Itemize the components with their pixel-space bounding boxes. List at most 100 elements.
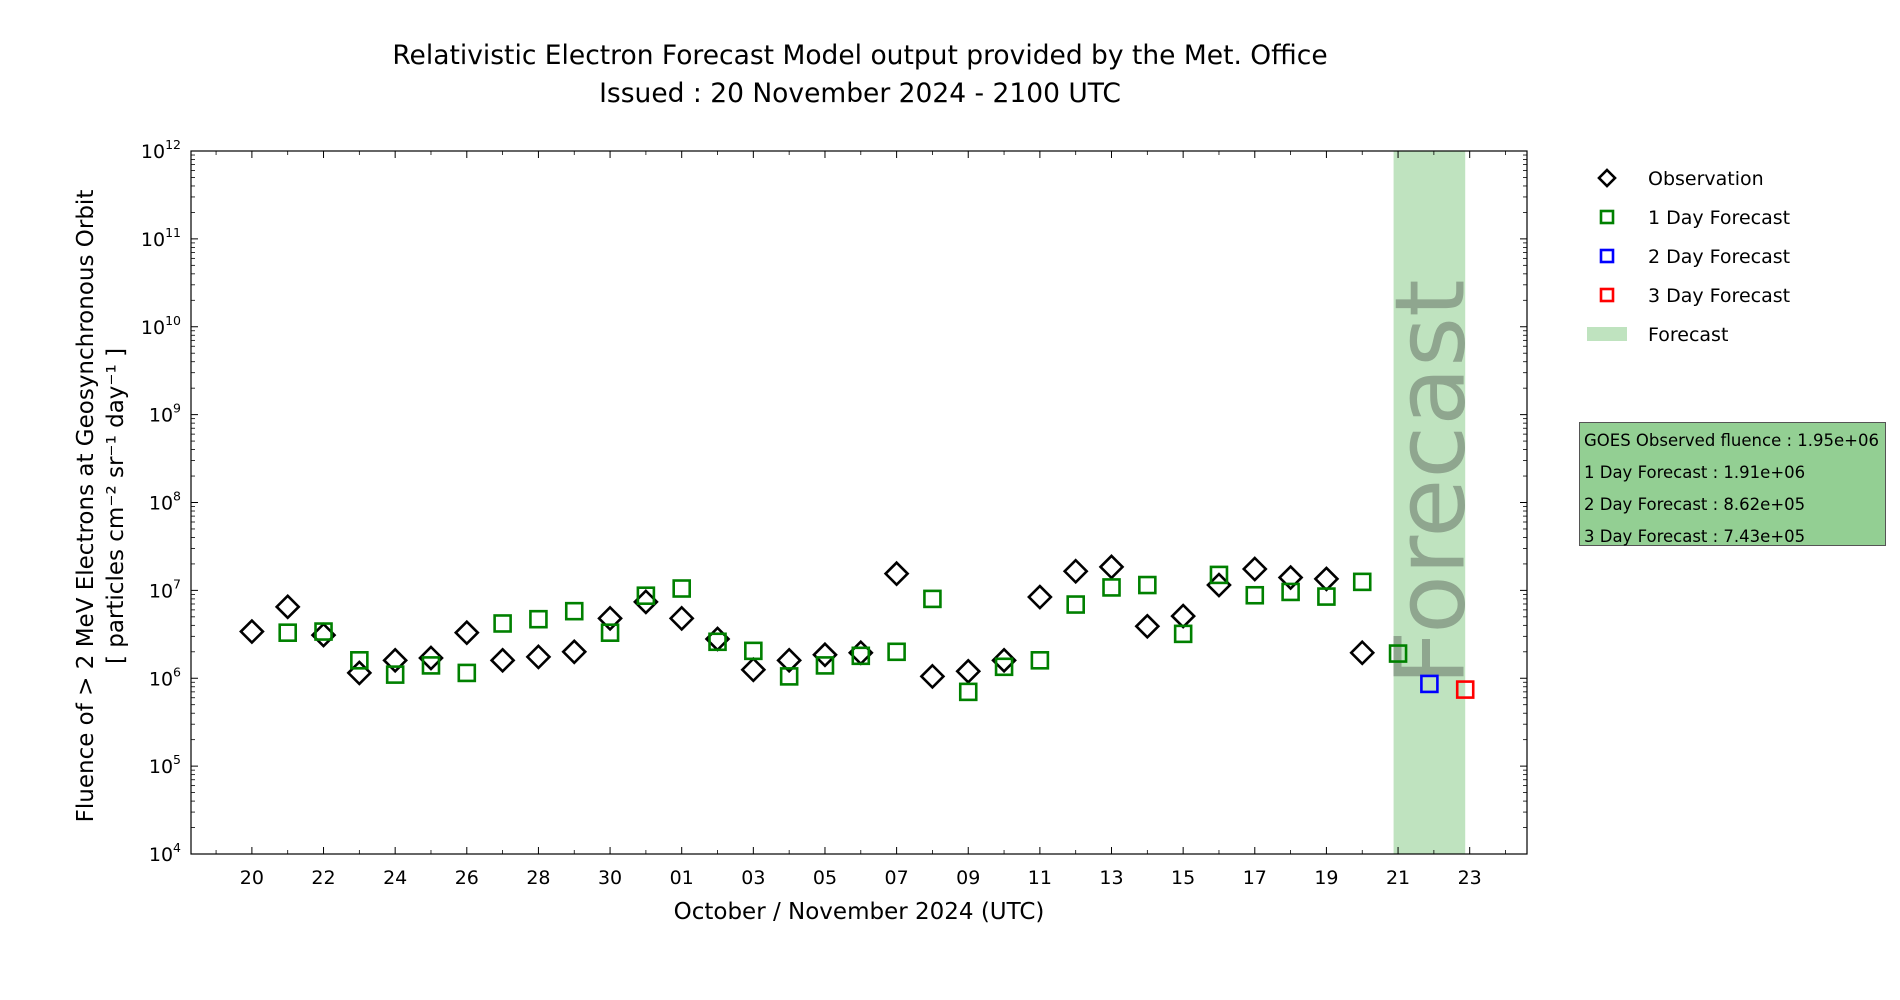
plot-area-frame — [190, 150, 1528, 855]
y-tick-label: 104 — [149, 840, 181, 866]
observation-point — [1241, 556, 1268, 582]
legend-label-1-day-forecast: 1 Day Forecast — [1648, 207, 1790, 229]
legend-label-2-day-forecast: 2 Day Forecast — [1648, 246, 1790, 268]
observation-point — [597, 605, 623, 632]
1-day-forecast-point — [385, 665, 405, 684]
1-day-forecast-point — [994, 657, 1014, 677]
x-tick-label: 05 — [813, 867, 837, 889]
x-tick-label: 03 — [741, 867, 765, 889]
info-line-3-day: 3 Day Forecast : 7.43e+05 — [1584, 527, 1806, 546]
forecast-band-label: Forecast — [1374, 279, 1486, 685]
observation-point — [274, 593, 301, 620]
info-line-2-day: 2 Day Forecast : 8.62e+05 — [1584, 495, 1806, 514]
x-axis-label: October / November 2024 (UTC) — [674, 899, 1045, 925]
x-tick-label: 13 — [1099, 867, 1123, 889]
1-day-forecast-point — [421, 656, 441, 675]
chart-title-line-1: Relativistic Electron Forecast Model out… — [392, 40, 1327, 71]
y-tick-label: 108 — [149, 489, 181, 515]
legend-label-3-day-forecast: 3 Day Forecast — [1648, 285, 1790, 307]
x-tick-label: 26 — [455, 867, 479, 889]
legend-marker-observation — [1597, 168, 1617, 188]
observation-point — [418, 645, 444, 671]
legend-label-observation: Observation — [1648, 168, 1764, 190]
forecast-band — [1393, 151, 1466, 854]
x-axis-ticks: 20 22 24 26 28 30 01 03 05 07 09 11 13 15 17 19 21 23 — [215, 151, 1506, 889]
3-day-forecast-point — [1455, 680, 1475, 699]
1-day-forecast-point — [1030, 651, 1050, 670]
data-points — [239, 554, 1475, 702]
1-day-forecast-point — [1388, 644, 1408, 663]
observation-point — [919, 663, 946, 690]
observation-point — [883, 560, 910, 587]
y-tick-label: 1011 — [141, 225, 181, 251]
1-day-forecast-point — [636, 586, 656, 605]
observation-point — [955, 658, 982, 685]
1-day-forecast-point — [493, 614, 512, 633]
observation-point — [1313, 566, 1340, 592]
1-day-forecast-point — [278, 623, 298, 642]
1-day-forecast-point — [1138, 575, 1157, 595]
info-line-1-day: 1 Day Forecast : 1.91e+06 — [1584, 463, 1806, 482]
y-tick-label: 107 — [149, 576, 181, 602]
1-day-forecast-point — [815, 656, 835, 675]
1-day-forecast-point — [851, 646, 871, 666]
observation-point — [453, 619, 480, 646]
1-day-forecast-point — [529, 609, 548, 629]
observation-point — [1349, 639, 1376, 666]
1-day-forecast-point — [600, 623, 620, 642]
1-day-forecast-point — [1352, 572, 1372, 592]
observation-point — [1027, 584, 1053, 610]
observation-point — [382, 647, 408, 674]
observation-point — [1062, 558, 1089, 585]
1-day-forecast-point — [1317, 587, 1336, 606]
1-day-forecast-point — [923, 589, 942, 609]
observation-point — [668, 605, 695, 632]
1-day-forecast-point — [564, 601, 584, 621]
x-tick-label: 07 — [885, 867, 909, 889]
1-day-forecast-point — [1066, 595, 1085, 614]
1-day-forecast-point — [708, 632, 727, 652]
1-day-forecast-point — [1281, 582, 1300, 602]
1-day-forecast-point — [1102, 578, 1121, 597]
1-day-forecast-point — [314, 622, 333, 641]
1-day-forecast-point — [1245, 585, 1265, 605]
y-tick-label: 109 — [149, 401, 181, 427]
fluence-info-box: GOES Observed fluence : 1.95e+06 1 Day F… — [1579, 422, 1886, 546]
1-day-forecast-point — [779, 667, 799, 686]
x-tick-label: 23 — [1458, 867, 1482, 889]
y-tick-label: 1010 — [141, 313, 181, 339]
y-axis-label-line-1: Fluence of > 2 MeV Electrons at Geosynch… — [73, 190, 99, 823]
legend: Observation 1 Day Forecast 2 Day Forecast 3… — [1587, 168, 1790, 346]
observation-point — [239, 618, 265, 645]
observation-point — [812, 641, 838, 668]
observation-point — [1277, 564, 1304, 591]
legend-marker-2-day-forecast — [1599, 248, 1615, 264]
forecast-band-group: Forecast — [1374, 151, 1486, 854]
1-day-forecast-point — [1173, 624, 1193, 644]
observation-point — [1134, 613, 1161, 640]
x-tick-label: 21 — [1386, 867, 1410, 889]
observation-point — [740, 656, 767, 683]
observation-point — [991, 647, 1017, 674]
x-tick-label: 15 — [1171, 867, 1195, 889]
x-tick-label: 19 — [1314, 867, 1338, 889]
y-axis-ticks: 104 105 106 107 108 109 1010 1011 1012 — [141, 137, 1527, 866]
1-day-forecast-point — [350, 651, 369, 670]
y-tick-label: 105 — [149, 752, 181, 778]
2-day-forecast-point — [1420, 674, 1439, 694]
chart-title-line-2: Issued : 20 November 2024 - 2100 UTC — [599, 78, 1121, 109]
1-day-forecast-point — [672, 579, 692, 598]
x-tick-label: 17 — [1243, 867, 1267, 889]
x-tick-label: 28 — [526, 867, 550, 889]
legend-marker-forecast — [1587, 327, 1627, 341]
x-tick-label: 22 — [311, 867, 335, 889]
y-tick-label: 106 — [149, 664, 181, 690]
x-tick-label: 30 — [598, 867, 622, 889]
legend-marker-1-day-forecast — [1599, 209, 1615, 225]
legend-marker-3-day-forecast — [1599, 287, 1615, 303]
x-tick-label: 01 — [670, 867, 694, 889]
y-axis-label-line-2: [ particles cm⁻² sr⁻¹ day⁻¹ ] — [103, 348, 129, 664]
observation-point — [489, 647, 516, 674]
observation-point — [1170, 603, 1196, 629]
